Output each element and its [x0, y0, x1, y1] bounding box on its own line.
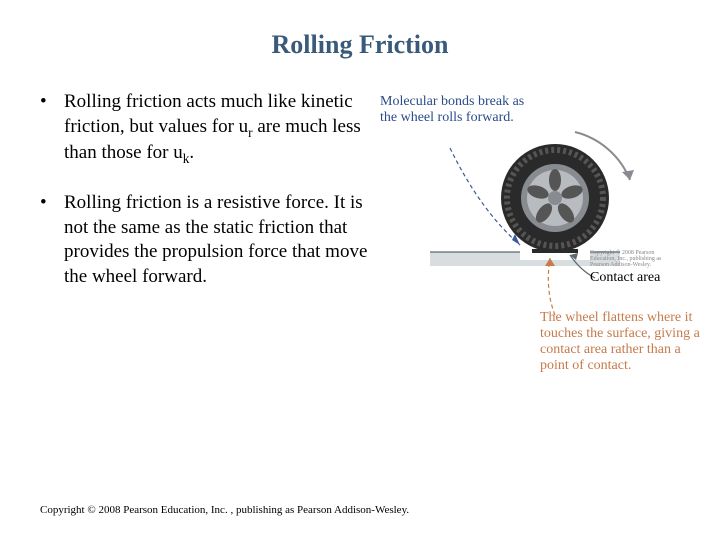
label-contact-area: Contact area [590, 270, 680, 286]
hub-cap [548, 191, 562, 205]
label-wheel-flattens: The wheel flattens where it touches the … [540, 310, 710, 374]
diagram-column: Molecular bonds break as the wheel rolls… [380, 90, 680, 410]
label-molecular-bonds: Molecular bonds break as the wheel rolls… [380, 94, 540, 126]
bullet-1-post: . [189, 142, 194, 163]
forward-arrow-head [622, 170, 634, 180]
leader-flatten [548, 258, 555, 315]
copyright-text: Copyright © 2008 Pearson Education, Inc.… [40, 504, 409, 516]
bullet-mark: • [40, 90, 64, 167]
bullet-1-text: Rolling friction acts much like kinetic … [64, 90, 370, 167]
bullet-2-text: Rolling friction is a resistive force. I… [64, 191, 370, 290]
diagram-tiny-credit: Copyright © 2008 Pearson Education, Inc.… [590, 250, 680, 268]
bullet-1: • Rolling friction acts much like kineti… [40, 90, 370, 167]
content-row: • Rolling friction acts much like kineti… [40, 90, 680, 410]
slide: Rolling Friction • Rolling friction acts… [0, 0, 720, 540]
text-column: • Rolling friction acts much like kineti… [40, 90, 370, 410]
bullet-2: • Rolling friction is a resistive force.… [40, 191, 370, 290]
contact-patch [532, 249, 578, 253]
slide-title: Rolling Friction [40, 30, 680, 60]
bullet-mark: • [40, 191, 64, 290]
